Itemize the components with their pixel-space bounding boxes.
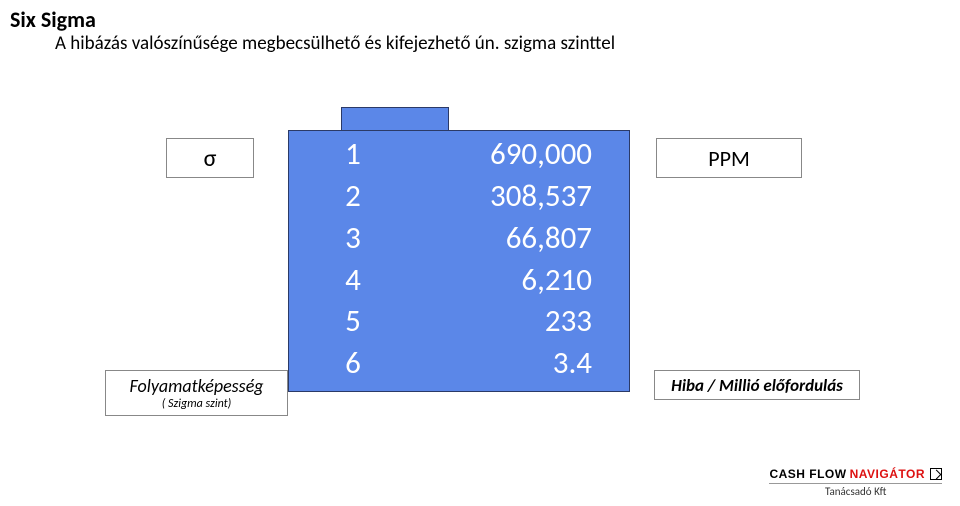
subtitle: A hibázás valószínűsége megbecsülhető és…: [55, 32, 615, 55]
sigma-cell: 3: [318, 218, 388, 260]
footer-subtext: Tanácsadó Kft: [769, 483, 942, 498]
defects-label-box: Hiba / Millió előfordulás: [654, 370, 860, 400]
ppm-cell: 3.4: [388, 343, 622, 385]
table-row: 5 233: [318, 301, 622, 343]
ppm-cell: 6,210: [388, 260, 622, 302]
footer: CASH FLOW NAVIGÁTOR Tanácsadó Kft: [769, 467, 942, 498]
table-row: 4 6,210: [318, 260, 622, 302]
page-title: Six Sigma: [10, 6, 96, 33]
process-capability-line2: ( Szigma szint): [106, 397, 287, 411]
sigma-cell: 1: [318, 134, 388, 176]
sigma-cell: 6: [318, 343, 388, 385]
sigma-cell: 5: [318, 301, 388, 343]
process-capability-line1: Folyamatképesség: [106, 375, 287, 397]
footer-brand-part1: CASH FLOW: [769, 467, 846, 481]
ppm-cell: 308,537: [388, 176, 622, 218]
ppm-cell: 690,000: [388, 134, 622, 176]
footer-logo: CASH FLOW NAVIGÁTOR: [769, 467, 942, 481]
table-row: 2 308,537: [318, 176, 622, 218]
sigma-table: 1 690,000 2 308,537 3 66,807 4 6,210 5 2…: [318, 134, 622, 385]
footer-brand-part2: NAVIGÁTOR: [850, 467, 925, 481]
process-capability-box: Folyamatképesség ( Szigma szint): [105, 370, 288, 416]
sigma-cell: 2: [318, 176, 388, 218]
table-row: 6 3.4: [318, 343, 622, 385]
sigma-label-box: σ: [166, 138, 254, 178]
sigma-cell: 4: [318, 260, 388, 302]
compass-icon: [930, 468, 942, 480]
table-row: 1 690,000: [318, 134, 622, 176]
table-row: 3 66,807: [318, 218, 622, 260]
ppm-label-box: PPM: [656, 138, 802, 178]
ppm-cell: 233: [388, 301, 622, 343]
ppm-cell: 66,807: [388, 218, 622, 260]
